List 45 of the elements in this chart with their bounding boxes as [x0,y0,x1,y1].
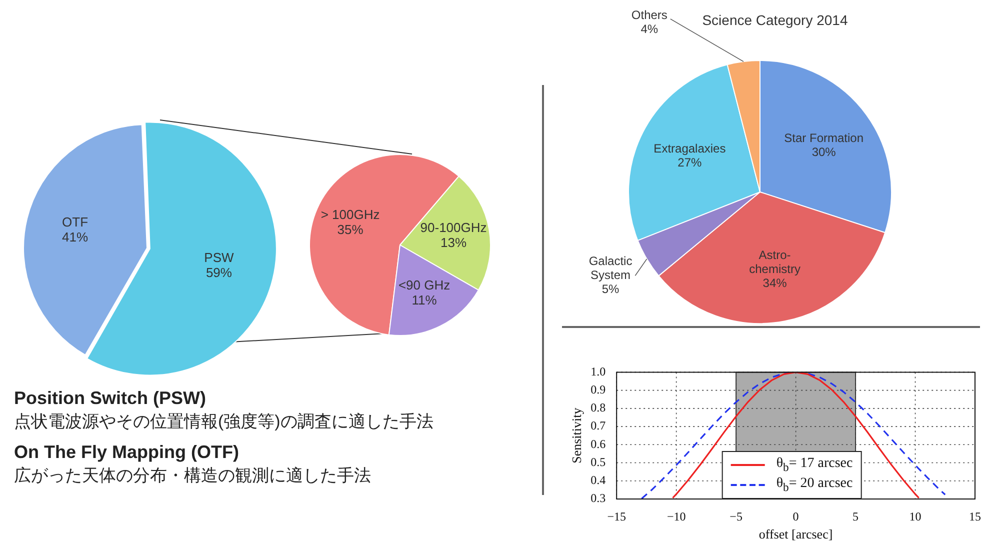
slice-label: <90 GHz [398,278,450,293]
data-label: 41% [62,229,88,244]
data-label: 4% [640,22,658,36]
slice-label: Extragalaxies [654,141,726,156]
data-label: 59% [206,264,232,280]
y-tick-label: 0.4 [590,473,606,488]
slice-label: Star Formation [784,130,864,145]
x-tick-label: −5 [730,509,742,524]
slice-label: OTF [62,214,88,230]
text: 点状電波源やその位置情報(強度等)の調査に適した手法 [14,411,434,433]
x-tick-label: −10 [666,509,686,524]
x-tick-label: −15 [607,509,626,524]
x-tick-label: 15 [969,509,981,524]
y-tick-label: 0.7 [590,418,606,433]
slice-label: > 100GHz [320,207,380,222]
y-tick-label: 0.5 [590,454,606,469]
data-label: 5% [602,282,620,296]
data-label: 35% [337,222,364,238]
slice-label: PSW [204,250,234,265]
slice-label: Astro-chemistry [749,248,800,276]
text: On The Fly Mapping (OTF) [14,441,240,464]
y-tick-label: 0.8 [590,400,606,415]
x-tick-label: 5 [852,509,859,524]
text: 広がった天体の分布・構造の観測に適した手法 [14,465,372,487]
data-label: 13% [440,234,467,250]
data-label: 11% [412,292,438,308]
x-tick-label: 10 [909,509,922,524]
slice-label: Galactic System [588,254,632,282]
data-label: 30% [812,144,836,159]
slice-label: Others [631,8,668,22]
x-axis-title: offset [arcsec] [758,526,833,542]
y-tick-label: 0.9 [590,382,606,396]
slice-label: 90-100GHz [420,220,487,235]
y-tick-label: 0.3 [590,491,606,506]
y-axis-title: Sensitivity [569,407,584,464]
line-series [640,372,946,499]
data-label: 34% [762,276,788,290]
data-label: 27% [678,155,702,170]
text: Position Switch (PSW) [14,387,207,410]
chart-title: Science Category 2014 [701,12,849,28]
y-tick-label: 1.0 [590,364,606,378]
x-tick-label: 0 [792,509,799,524]
y-tick-label: 0.6 [590,436,606,451]
legend-label: θ$_{b}$= 20 arcsec [776,476,853,494]
legend-label: θ$_{b}$= 17 arcsec [776,456,853,474]
